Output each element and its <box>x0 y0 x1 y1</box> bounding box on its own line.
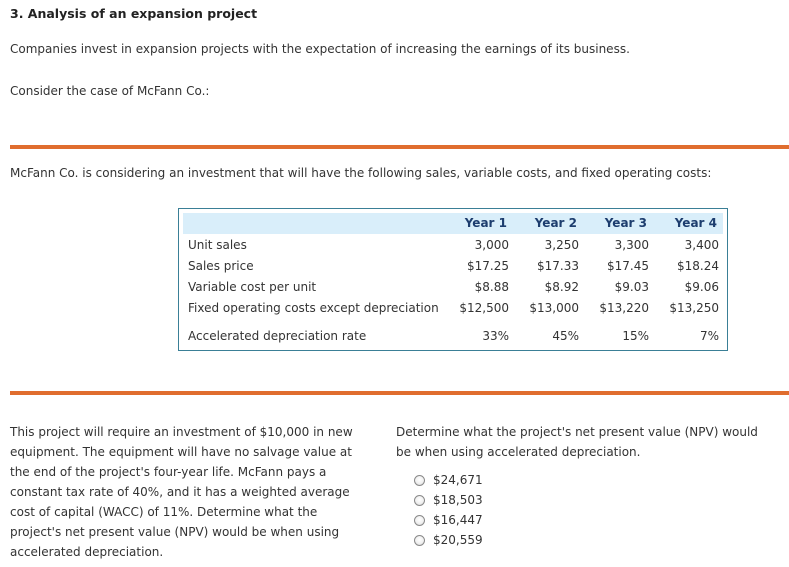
table-cell: $13,250 <box>669 301 719 315</box>
table-cell: $8.88 <box>474 280 509 294</box>
radio-button-icon[interactable] <box>414 474 425 486</box>
row-label-sales-price: Sales price <box>188 259 254 273</box>
header-year-2: Year 2 <box>534 216 577 230</box>
header-year-4: Year 4 <box>674 216 717 230</box>
table-cell: $17.25 <box>467 259 509 273</box>
row-label-depreciation-rate: Accelerated depreciation rate <box>188 329 367 343</box>
question-title: 3. Analysis of an expansion project <box>10 6 258 21</box>
table-cell: 3,400 <box>684 238 719 252</box>
header-year-1: Year 1 <box>464 216 507 230</box>
section-divider-bottom <box>10 391 789 395</box>
answer-option-1[interactable]: $24,671 <box>414 470 483 490</box>
radio-button-icon[interactable] <box>414 494 425 506</box>
answer-option-4[interactable]: $20,559 <box>414 530 483 550</box>
table-cell: $17.33 <box>537 259 579 273</box>
answer-option-label: $18,503 <box>433 493 483 507</box>
table-cell: $17.45 <box>607 259 649 273</box>
cost-table: Year 1 Year 2 Year 3 Year 4 Unit sales 3… <box>178 208 728 351</box>
row-label-fixed-costs: Fixed operating costs except depreciatio… <box>188 301 439 315</box>
table-cell: 33% <box>482 329 509 343</box>
radio-button-icon[interactable] <box>414 514 425 526</box>
answer-option-3[interactable]: $16,447 <box>414 510 483 530</box>
table-cell: 15% <box>622 329 649 343</box>
table-cell: $18.24 <box>677 259 719 273</box>
table-cell: 3,000 <box>474 238 509 252</box>
row-label-unit-sales: Unit sales <box>188 238 247 252</box>
table-cell: 45% <box>552 329 579 343</box>
investment-description: McFann Co. is considering an investment … <box>10 166 712 180</box>
table-cell: $9.03 <box>614 280 649 294</box>
table-header-row <box>183 213 723 234</box>
table-cell: $9.06 <box>684 280 719 294</box>
answer-option-label: $16,447 <box>433 513 483 527</box>
table-cell: $12,500 <box>459 301 509 315</box>
table-cell: $13,000 <box>529 301 579 315</box>
row-label-variable-cost: Variable cost per unit <box>188 280 317 294</box>
table-cell: 3,250 <box>544 238 579 252</box>
radio-button-icon[interactable] <box>414 534 425 546</box>
table-cell: $13,220 <box>599 301 649 315</box>
table-cell: 7% <box>699 329 719 343</box>
header-year-3: Year 3 <box>604 216 647 230</box>
answer-option-label: $20,559 <box>433 533 483 547</box>
problem-statement: This project will require an investment … <box>10 425 353 559</box>
answer-option-2[interactable]: $18,503 <box>414 490 483 510</box>
table-cell: $8.92 <box>544 280 579 294</box>
table-cell: 3,300 <box>614 238 649 252</box>
intro-text: Companies invest in expansion projects w… <box>10 42 630 56</box>
section-divider-top <box>10 145 789 149</box>
answer-option-label: $24,671 <box>433 473 483 487</box>
consider-text: Consider the case of McFann Co.: <box>10 84 210 98</box>
question-prompt: Determine what the project's net present… <box>396 425 758 459</box>
